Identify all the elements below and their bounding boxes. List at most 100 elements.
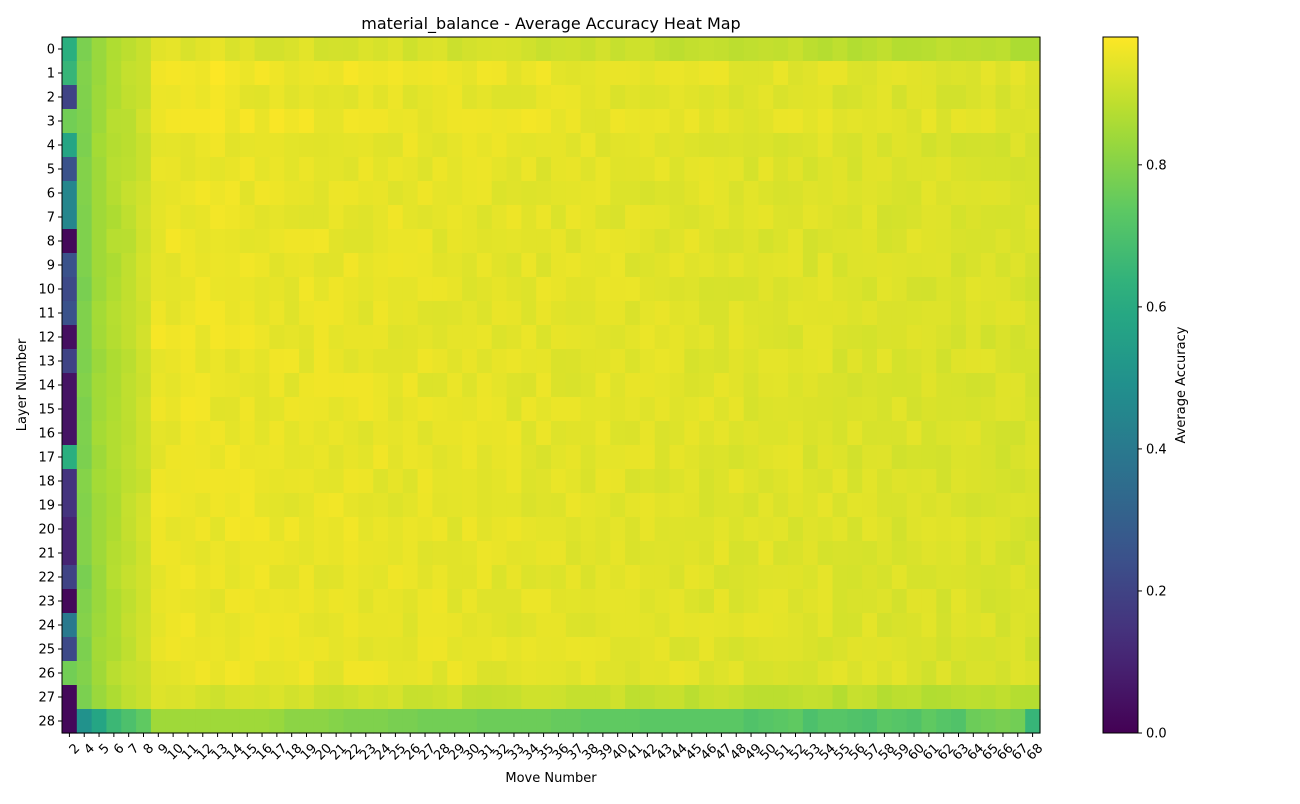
heatmap-cell bbox=[1010, 205, 1026, 230]
heatmap-cell bbox=[121, 157, 137, 182]
heatmap-cell bbox=[773, 373, 789, 398]
heatmap-cell bbox=[817, 133, 834, 158]
heatmap-cell bbox=[254, 349, 271, 374]
heatmap-cell bbox=[580, 421, 597, 446]
heatmap-cell bbox=[150, 133, 167, 158]
heatmap-cell bbox=[521, 685, 537, 710]
heatmap-cell bbox=[254, 181, 271, 206]
heatmap-cell bbox=[447, 349, 463, 374]
heatmap-cell bbox=[832, 109, 848, 134]
heatmap-cell bbox=[1025, 589, 1041, 614]
heatmap-cell bbox=[106, 589, 122, 614]
heatmap-cell bbox=[551, 397, 567, 422]
heatmap-cell bbox=[788, 493, 804, 518]
heatmap-cell bbox=[951, 709, 967, 734]
heatmap-cell bbox=[565, 85, 582, 110]
heatmap-cell bbox=[402, 661, 419, 686]
heatmap-cell bbox=[817, 349, 834, 374]
heatmap-cell bbox=[669, 277, 685, 302]
heatmap-cell bbox=[565, 493, 582, 518]
heatmap-cell bbox=[417, 157, 434, 182]
heatmap-cell bbox=[506, 397, 522, 422]
heatmap-cell bbox=[980, 493, 997, 518]
heatmap-cell bbox=[402, 421, 419, 446]
heatmap-cell bbox=[654, 109, 671, 134]
heatmap-cell bbox=[743, 205, 760, 230]
heatmap-cell bbox=[284, 61, 300, 86]
heatmap-cell bbox=[284, 181, 300, 206]
heatmap-cell bbox=[136, 685, 152, 710]
heatmap-cell bbox=[788, 301, 804, 326]
heatmap-cell bbox=[536, 349, 552, 374]
heatmap-cell bbox=[1010, 37, 1026, 62]
y-tick-label: 28 bbox=[38, 715, 55, 730]
heatmap-cell bbox=[313, 61, 330, 86]
heatmap-cell bbox=[402, 613, 419, 638]
heatmap-cell bbox=[639, 661, 656, 686]
heatmap-cell bbox=[402, 277, 419, 302]
heatmap-cell bbox=[536, 301, 552, 326]
heatmap-cell bbox=[62, 421, 78, 446]
heatmap-cell bbox=[758, 61, 774, 86]
heatmap-cell bbox=[625, 229, 641, 254]
heatmap-cell bbox=[639, 709, 656, 734]
heatmap-cell bbox=[373, 709, 389, 734]
heatmap-cell bbox=[447, 469, 463, 494]
heatmap-cell bbox=[521, 301, 537, 326]
heatmap-cell bbox=[610, 373, 626, 398]
heatmap-cell bbox=[62, 37, 78, 62]
heatmap-cell bbox=[299, 373, 315, 398]
heatmap-cell bbox=[802, 301, 819, 326]
heatmap-cell bbox=[269, 229, 285, 254]
heatmap-cell bbox=[743, 589, 760, 614]
heatmap-cell bbox=[625, 661, 641, 686]
heatmap-cell bbox=[877, 541, 893, 566]
heatmap-cell bbox=[714, 61, 730, 86]
heatmap-cell bbox=[1025, 613, 1041, 638]
heatmap-cell bbox=[551, 685, 567, 710]
heatmap-cell bbox=[313, 85, 330, 110]
y-axis-label: Layer Number bbox=[15, 338, 30, 431]
heatmap-cell bbox=[402, 469, 419, 494]
heatmap-cell bbox=[195, 421, 211, 446]
heatmap-cell bbox=[432, 157, 448, 182]
heatmap-cell bbox=[462, 373, 478, 398]
heatmap-cell bbox=[521, 85, 537, 110]
heatmap-cell bbox=[328, 205, 345, 230]
heatmap-cell bbox=[862, 565, 878, 590]
heatmap-cell bbox=[728, 541, 745, 566]
heatmap-cell bbox=[106, 133, 122, 158]
y-tick-label: 18 bbox=[38, 475, 55, 490]
heatmap-cell bbox=[417, 205, 434, 230]
heatmap-cell bbox=[417, 109, 434, 134]
heatmap-cell bbox=[76, 205, 93, 230]
heatmap-cell bbox=[625, 205, 641, 230]
heatmap-cell bbox=[121, 685, 137, 710]
heatmap-cell bbox=[832, 613, 848, 638]
heatmap-cell bbox=[877, 565, 893, 590]
heatmap-cell bbox=[1010, 373, 1026, 398]
heatmap-cell bbox=[313, 37, 330, 62]
heatmap-cell bbox=[580, 469, 597, 494]
heatmap-cell bbox=[580, 637, 597, 662]
heatmap-cell bbox=[313, 277, 330, 302]
heatmap-cell bbox=[654, 589, 671, 614]
heatmap-cell bbox=[551, 421, 567, 446]
heatmap-cell bbox=[328, 685, 345, 710]
heatmap-cell bbox=[699, 301, 715, 326]
heatmap-cell bbox=[906, 181, 923, 206]
heatmap-cell bbox=[580, 445, 597, 470]
y-tick-label: 22 bbox=[38, 571, 55, 586]
heatmap-cell bbox=[491, 61, 508, 86]
heatmap-cell bbox=[358, 685, 374, 710]
heatmap-cell bbox=[76, 229, 93, 254]
heatmap-cell bbox=[313, 109, 330, 134]
heatmap-cell bbox=[610, 685, 626, 710]
heatmap-cell bbox=[669, 445, 685, 470]
heatmap-cell bbox=[299, 37, 315, 62]
heatmap-cell bbox=[76, 589, 93, 614]
heatmap-cell bbox=[610, 565, 626, 590]
heatmap-cell bbox=[447, 373, 463, 398]
heatmap-cell bbox=[625, 325, 641, 350]
heatmap-cell bbox=[417, 61, 434, 86]
